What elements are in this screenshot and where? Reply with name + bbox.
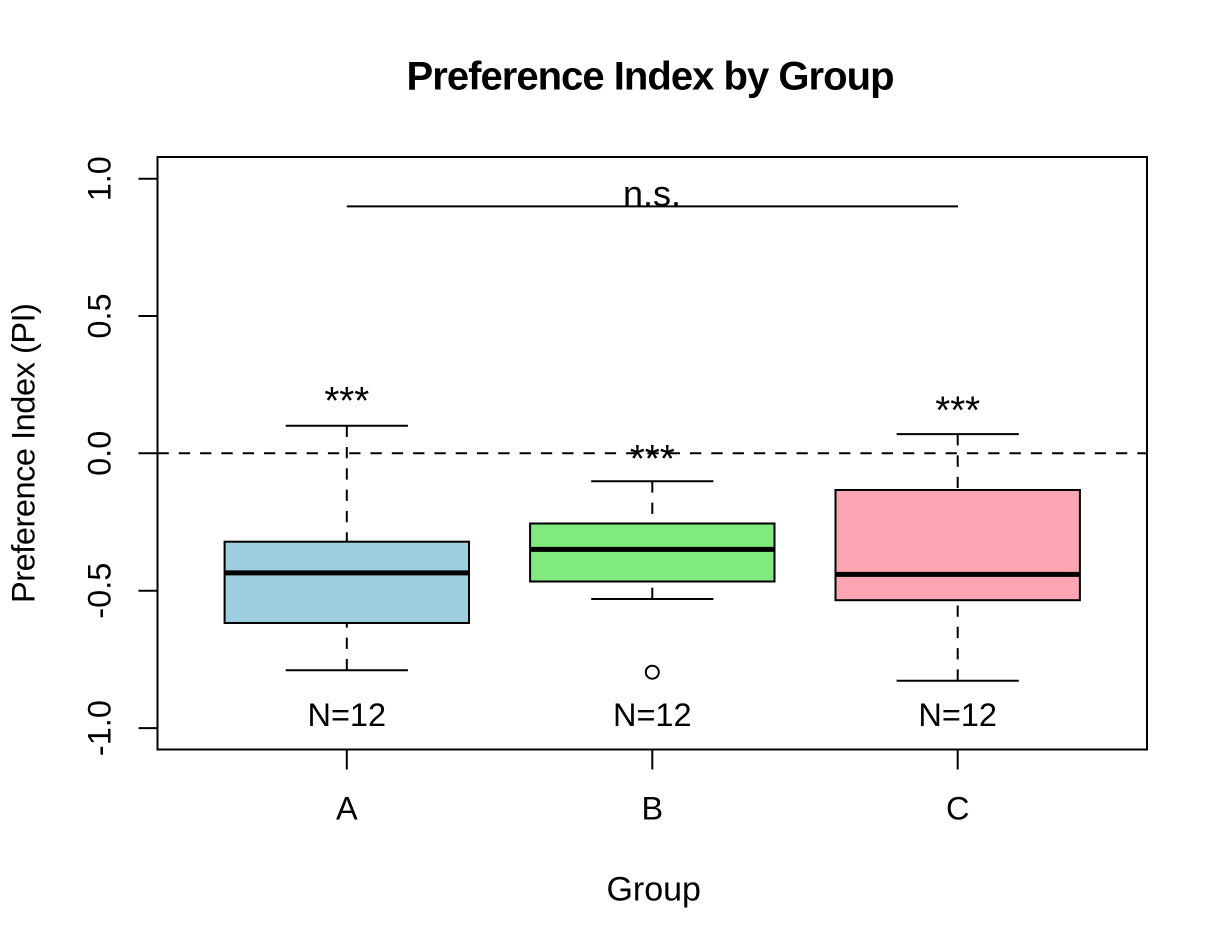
svg-text:Preference Index (PI): Preference Index (PI) [6, 303, 42, 603]
svg-text:***: *** [630, 438, 675, 481]
svg-text:C: C [946, 791, 969, 827]
svg-text:B: B [641, 791, 663, 827]
svg-text:0.0: 0.0 [82, 431, 118, 476]
svg-text:A: A [336, 791, 358, 827]
svg-text:Group: Group [606, 870, 701, 908]
svg-text:n.s.: n.s. [623, 173, 681, 214]
svg-text:Preference Index by Group: Preference Index by Group [407, 54, 895, 98]
svg-text:-1.0: -1.0 [82, 700, 118, 756]
svg-text:N=12: N=12 [918, 697, 997, 733]
svg-text:***: *** [935, 390, 980, 433]
svg-text:N=12: N=12 [613, 697, 692, 733]
svg-text:N=12: N=12 [307, 697, 386, 733]
svg-text:***: *** [324, 380, 369, 423]
svg-text:1.0: 1.0 [82, 156, 118, 201]
svg-text:0.5: 0.5 [82, 293, 118, 338]
svg-text:-0.5: -0.5 [82, 563, 118, 619]
